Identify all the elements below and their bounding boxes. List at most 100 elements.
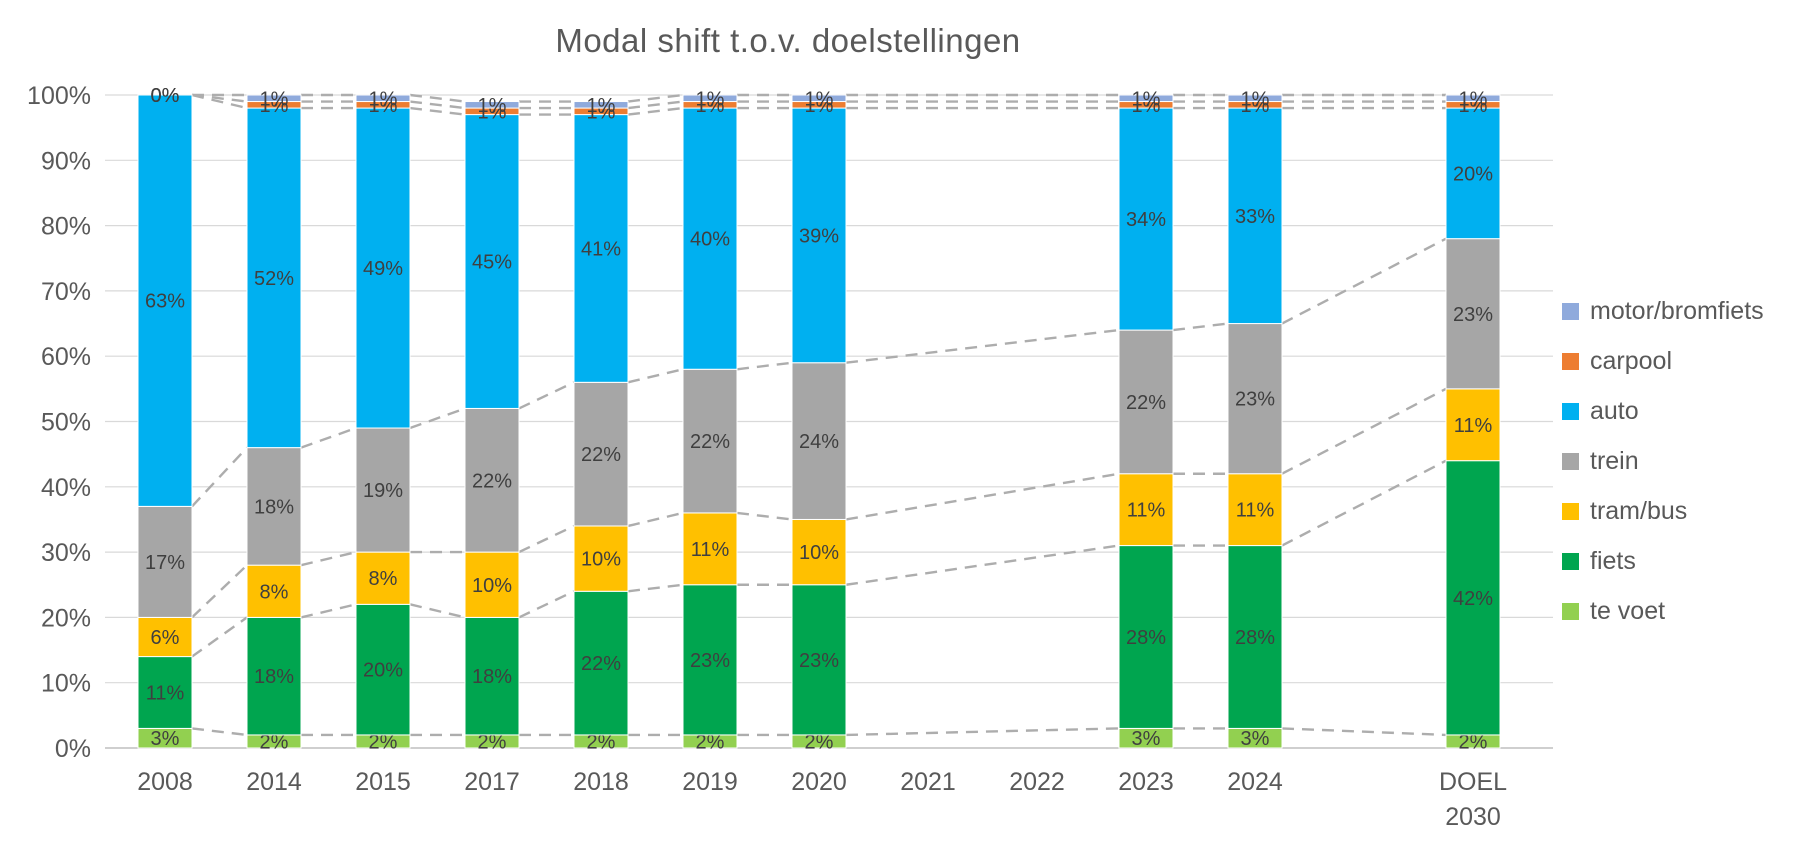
legend-item-trein: trein	[1562, 446, 1764, 475]
legend-swatch-tram-bus	[1562, 502, 1579, 520]
segment-data-label: 63%	[145, 291, 185, 313]
legend-label-motor-bromfiets: motor/bromfiets	[1590, 296, 1764, 325]
bar-segment	[355, 107, 411, 429]
x-axis-label: 2018	[573, 768, 629, 796]
segment-data-label: 2%	[260, 731, 289, 753]
legend-swatch-fiets	[1562, 552, 1579, 570]
bar-segment	[682, 107, 738, 370]
bar-segment	[246, 94, 302, 103]
segment-data-label: 20%	[363, 660, 403, 682]
segment-data-label: 0%	[151, 85, 180, 107]
y-tick-label: 40%	[41, 474, 91, 502]
segment-data-label: 22%	[690, 431, 730, 453]
legend-item-tram-bus: tram/bus	[1562, 496, 1764, 525]
series-connector-line	[627, 368, 684, 384]
bar-segment	[573, 525, 629, 592]
legend-label-trein: trein	[1590, 446, 1639, 475]
legend-label-carpool: carpool	[1590, 346, 1672, 375]
series-connector-line	[518, 524, 575, 554]
x-axis-label: 2030	[1445, 803, 1501, 831]
segment-data-label: 18%	[254, 496, 294, 518]
series-connector-line	[627, 106, 684, 116]
x-axis-label: 2022	[1009, 768, 1065, 796]
segment-data-label: 20%	[1453, 163, 1493, 185]
bar-segment	[791, 94, 847, 103]
bar-segment	[246, 107, 302, 449]
series-connector-line	[518, 381, 575, 410]
bar-segment	[464, 114, 520, 409]
series-connector-line	[1172, 322, 1229, 332]
y-tick-label: 20%	[41, 604, 91, 632]
segment-data-label: 2%	[696, 731, 725, 753]
bar-segment	[355, 427, 411, 553]
segment-data-label: 18%	[254, 666, 294, 688]
bar-segment	[791, 584, 847, 736]
segment-data-label: 17%	[145, 552, 185, 574]
y-tick-label: 100%	[27, 82, 91, 110]
legend-item-auto: auto	[1562, 396, 1764, 425]
series-connector-line	[409, 93, 466, 103]
segment-data-label: 8%	[369, 568, 398, 590]
series-connector-line	[736, 361, 793, 371]
segment-data-label: 11%	[691, 539, 730, 561]
series-connector-line	[845, 328, 1120, 364]
segment-data-label: 6%	[151, 627, 180, 649]
segment-data-label: 22%	[581, 444, 621, 466]
bar-segment	[573, 114, 629, 383]
bar-segment	[355, 94, 411, 103]
segment-data-label: 2%	[805, 731, 834, 753]
segment-data-label: 52%	[254, 268, 294, 290]
bar-segment	[1445, 94, 1501, 103]
bar-segment	[1227, 94, 1283, 103]
segment-data-label: 3%	[1241, 728, 1270, 750]
segment-data-label: 23%	[1453, 304, 1493, 326]
legend-swatch-auto	[1562, 402, 1579, 420]
bar-segment	[682, 94, 738, 103]
segment-data-label: 11%	[1127, 500, 1166, 522]
segment-data-label: 40%	[690, 229, 730, 251]
segment-data-label: 11%	[146, 682, 185, 704]
legend-swatch-trein	[1562, 452, 1579, 470]
bar-segment	[791, 518, 847, 586]
segment-data-label: 28%	[1126, 627, 1166, 649]
segment-data-label: 28%	[1235, 627, 1275, 649]
y-tick-label: 70%	[41, 278, 91, 306]
bar-segment	[1118, 473, 1174, 547]
segment-data-label: 10%	[472, 575, 512, 597]
y-tick-label: 90%	[41, 147, 91, 175]
segment-data-label: 23%	[1235, 389, 1275, 411]
segment-data-label: 19%	[363, 480, 403, 502]
segment-data-label: 1%	[1459, 88, 1488, 110]
series-connector-line	[191, 727, 248, 737]
bar-segment	[1118, 545, 1174, 729]
legend-label-tram-bus: tram/bus	[1590, 496, 1688, 525]
series-connector-line	[845, 472, 1120, 521]
x-axis-label: 2024	[1227, 768, 1283, 796]
segment-data-label: 23%	[690, 650, 730, 672]
series-connector-line	[409, 100, 466, 110]
y-tick-label: 80%	[41, 213, 91, 241]
segment-data-label: 24%	[799, 431, 839, 453]
bar-segment	[464, 101, 520, 109]
legend-item-fiets: fiets	[1562, 547, 1764, 575]
legend-label-auto: auto	[1590, 396, 1639, 425]
series-connector-line	[300, 603, 357, 619]
bar-segment	[246, 616, 302, 736]
segment-data-label: 41%	[581, 238, 621, 260]
bar-segment	[1445, 388, 1501, 462]
bar-segment	[1227, 473, 1283, 547]
segment-data-label: 22%	[1126, 392, 1166, 414]
legend-item-carpool: carpool	[1562, 346, 1764, 375]
segment-data-label: 1%	[478, 95, 507, 117]
y-tick-label: 10%	[41, 670, 91, 698]
series-connector-line	[1281, 459, 1447, 547]
y-tick-label: 60%	[41, 343, 91, 371]
series-connector-line	[1281, 727, 1447, 737]
segment-data-label: 1%	[260, 88, 289, 110]
y-tick-label: 50%	[41, 409, 91, 437]
segment-data-label: 1%	[1241, 88, 1270, 110]
segment-data-label: 45%	[472, 252, 512, 274]
bar-segment	[1118, 329, 1174, 475]
x-axis-label: 2019	[682, 768, 738, 796]
